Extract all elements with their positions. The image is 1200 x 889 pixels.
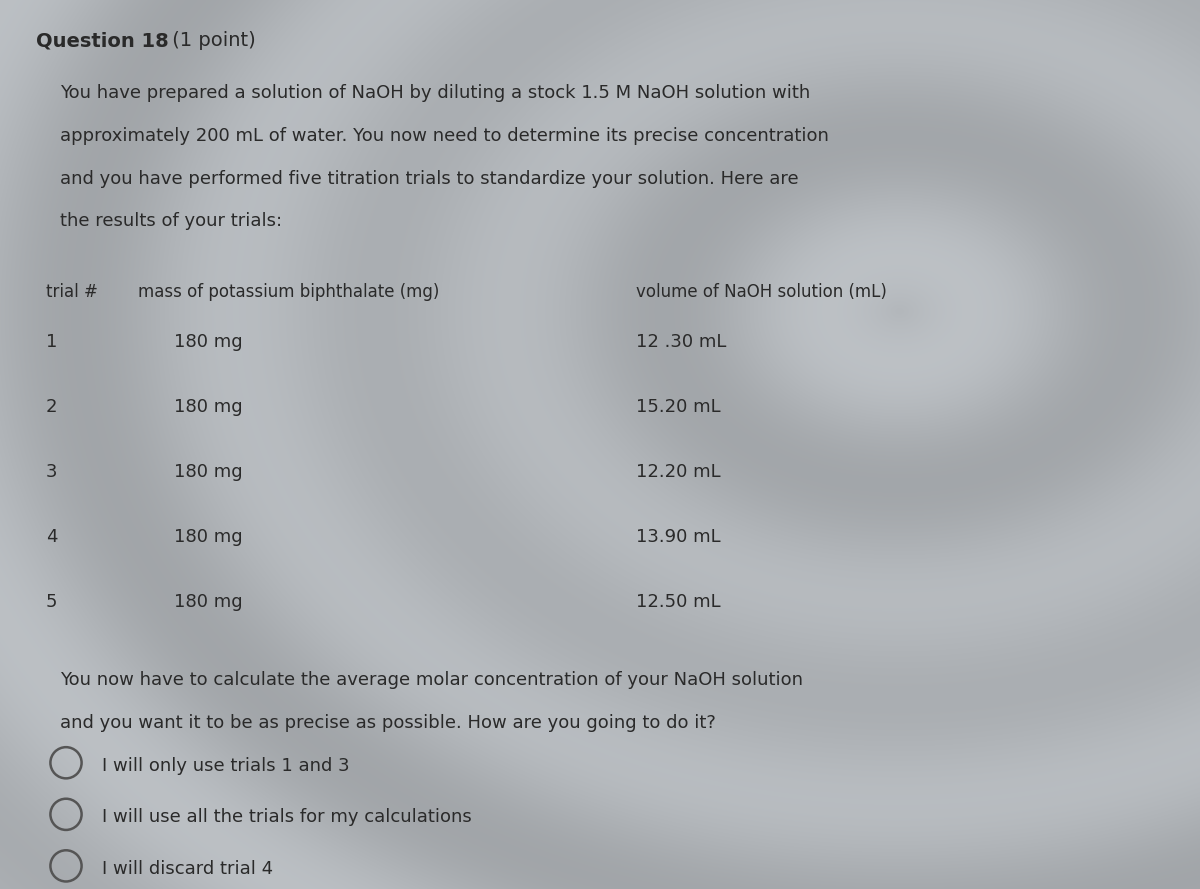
Text: 1: 1 xyxy=(46,333,56,351)
Text: and you want it to be as precise as possible. How are you going to do it?: and you want it to be as precise as poss… xyxy=(60,714,716,732)
Text: 4: 4 xyxy=(46,528,58,546)
Text: 12.50 mL: 12.50 mL xyxy=(636,593,721,611)
Text: (1 point): (1 point) xyxy=(166,31,256,50)
Text: approximately 200 mL of water. You now need to determine its precise concentrati: approximately 200 mL of water. You now n… xyxy=(60,127,829,145)
Text: 13.90 mL: 13.90 mL xyxy=(636,528,721,546)
Text: I will only use trials 1 and 3: I will only use trials 1 and 3 xyxy=(102,757,349,774)
Text: and you have performed five titration trials to standardize your solution. Here : and you have performed five titration tr… xyxy=(60,170,799,188)
Text: 5: 5 xyxy=(46,593,58,611)
Text: mass of potassium biphthalate (mg): mass of potassium biphthalate (mg) xyxy=(138,283,439,300)
Text: the results of your trials:: the results of your trials: xyxy=(60,212,282,230)
Text: I will discard trial 4: I will discard trial 4 xyxy=(102,860,274,877)
Text: You have prepared a solution of NaOH by diluting a stock 1.5 M NaOH solution wit: You have prepared a solution of NaOH by … xyxy=(60,84,810,102)
Text: 180 mg: 180 mg xyxy=(174,463,242,481)
Text: 3: 3 xyxy=(46,463,58,481)
Text: 180 mg: 180 mg xyxy=(174,593,242,611)
Text: Question 18: Question 18 xyxy=(36,31,169,50)
Text: 2: 2 xyxy=(46,398,58,416)
Text: 180 mg: 180 mg xyxy=(174,398,242,416)
Text: You now have to calculate the average molar concentration of your NaOH solution: You now have to calculate the average mo… xyxy=(60,671,803,689)
Text: 12.20 mL: 12.20 mL xyxy=(636,463,721,481)
Text: 12 .30 mL: 12 .30 mL xyxy=(636,333,726,351)
Text: trial #: trial # xyxy=(46,283,97,300)
Text: 15.20 mL: 15.20 mL xyxy=(636,398,721,416)
Text: I will use all the trials for my calculations: I will use all the trials for my calcula… xyxy=(102,808,472,826)
Text: 180 mg: 180 mg xyxy=(174,528,242,546)
Text: volume of NaOH solution (mL): volume of NaOH solution (mL) xyxy=(636,283,887,300)
Text: 180 mg: 180 mg xyxy=(174,333,242,351)
